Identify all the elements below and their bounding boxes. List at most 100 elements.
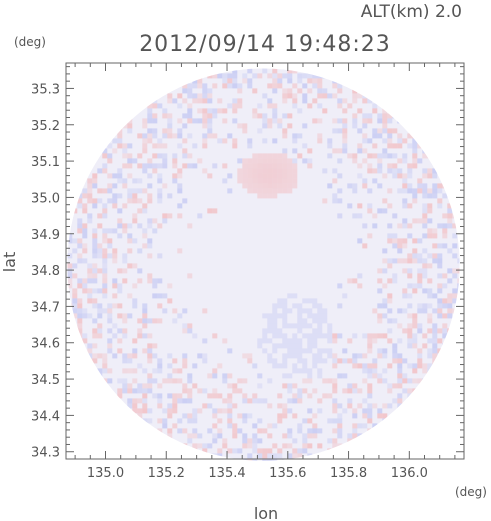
radar-cell — [442, 243, 448, 249]
radar-cell — [382, 173, 388, 179]
radar-cell — [267, 158, 273, 164]
radar-cell — [347, 183, 353, 189]
radar-cell — [222, 83, 228, 89]
radar-cell — [187, 113, 193, 119]
radar-cell — [157, 103, 163, 109]
radar-cell — [187, 373, 193, 379]
radar-cell — [232, 388, 238, 394]
radar-cell — [377, 118, 383, 124]
radar-cell — [332, 388, 338, 394]
radar-cell — [407, 168, 413, 174]
radar-cell — [227, 133, 233, 139]
radar-cell — [432, 353, 438, 359]
radar-cell — [347, 398, 353, 404]
radar-cell — [382, 423, 388, 429]
radar-cell — [277, 178, 283, 184]
radar-cell — [152, 153, 158, 159]
radar-cell — [152, 378, 158, 384]
radar-cell — [397, 383, 403, 389]
radar-cell — [362, 98, 368, 104]
radar-cell — [157, 303, 163, 309]
radar-cell — [372, 373, 378, 379]
radar-cell — [407, 388, 413, 394]
radar-cell — [362, 423, 368, 429]
radar-cell — [107, 378, 113, 384]
radar-cell — [132, 368, 138, 374]
radar-cell — [137, 153, 143, 159]
x-tick-label: 135.2 — [148, 466, 185, 481]
radar-cell — [327, 378, 333, 384]
radar-cell — [102, 263, 108, 269]
radar-cell — [252, 163, 258, 169]
radar-cell — [147, 243, 153, 249]
radar-cell — [167, 298, 173, 304]
radar-cell — [107, 318, 113, 324]
radar-cell — [287, 408, 293, 414]
radar-cell — [107, 183, 113, 189]
radar-cell — [162, 423, 168, 429]
radar-cell — [252, 438, 258, 444]
radar-cell — [447, 248, 453, 254]
radar-cell — [317, 368, 323, 374]
radar-cell — [227, 413, 233, 419]
radar-cell — [337, 98, 343, 104]
radar-cell — [287, 373, 293, 379]
radar-cell — [282, 308, 288, 314]
radar-cell — [407, 163, 413, 169]
x-unit-label: (deg) — [455, 485, 487, 499]
radar-cell — [117, 388, 123, 394]
radar-cell — [217, 408, 223, 414]
radar-cell — [277, 333, 283, 339]
radar-cell — [427, 338, 433, 344]
radar-cell — [137, 188, 143, 194]
radar-cell — [267, 313, 273, 319]
radar-cell — [302, 448, 308, 454]
radar-cell — [332, 333, 338, 339]
radar-cell — [182, 443, 188, 449]
radar-cell — [312, 313, 318, 319]
radar-cell — [147, 343, 153, 349]
radar-cell — [172, 153, 178, 159]
radar-cell — [207, 118, 213, 124]
radar-cell — [122, 378, 128, 384]
radar-cell — [202, 308, 208, 314]
radar-cell — [167, 283, 173, 289]
radar-cell — [427, 173, 433, 179]
radar-cell — [162, 108, 168, 114]
radar-cell — [142, 398, 148, 404]
radar-cell — [297, 453, 303, 459]
radar-cell — [142, 393, 148, 399]
radar-cell — [317, 323, 323, 329]
radar-cell — [142, 118, 148, 124]
radar-cell — [132, 348, 138, 354]
radar-cell — [102, 238, 108, 244]
radar-cell — [92, 198, 98, 204]
radar-cell — [282, 313, 288, 319]
radar-cell — [277, 188, 283, 194]
y-axis-label: lat — [0, 252, 19, 273]
radar-cell — [162, 213, 168, 219]
radar-cell — [157, 223, 163, 229]
radar-cell — [282, 128, 288, 134]
radar-cell — [227, 188, 233, 194]
radar-cell — [167, 363, 173, 369]
radar-cell — [317, 358, 323, 364]
y-tick-label: 35.3 — [31, 82, 60, 97]
radar-cell — [307, 163, 313, 169]
radar-cell — [367, 163, 373, 169]
radar-cell — [372, 223, 378, 229]
radar-cell — [297, 308, 303, 314]
radar-cell — [272, 348, 278, 354]
radar-cell — [307, 103, 313, 109]
radar-cell — [317, 88, 323, 94]
radar-cell — [172, 308, 178, 314]
radar-cell — [117, 218, 123, 224]
radar-cell — [322, 333, 328, 339]
radar-cell — [332, 438, 338, 444]
radar-cell — [127, 158, 133, 164]
radar-cell — [92, 333, 98, 339]
radar-cell — [272, 318, 278, 324]
radar-cell — [92, 328, 98, 334]
radar-cell — [312, 338, 318, 344]
radar-cell — [92, 298, 98, 304]
